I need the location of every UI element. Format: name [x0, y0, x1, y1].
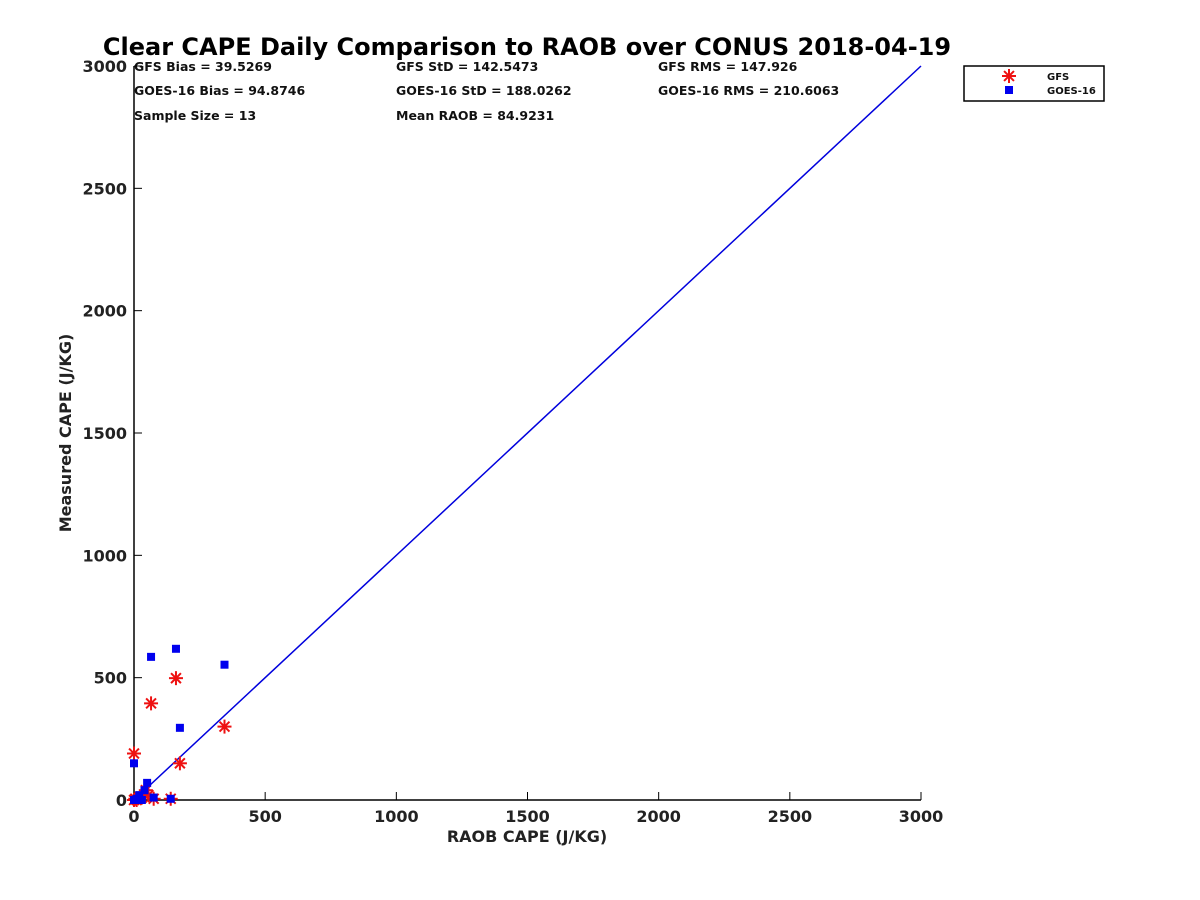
axes: 0 500 1000 1500 2000 2500 3000 0 500 1000 1500 2000… [82, 57, 943, 826]
y-tick-label: 0 [116, 791, 127, 810]
legend: GFS GOES-16 [963, 65, 1105, 102]
x-tick-label: 1500 [505, 807, 550, 826]
legend-label: GOES-16 [1047, 86, 1096, 97]
goes-16-point [171, 644, 180, 653]
gfs-point [127, 746, 141, 761]
stat-gfs-std: GFS StD = 142.5473 [396, 59, 538, 74]
gfs-point [144, 696, 159, 711]
reference-line [133, 65, 922, 801]
goes-16-point [166, 794, 175, 803]
goes-16-point [220, 660, 229, 669]
gfs-point [217, 719, 232, 734]
x-tick-label: 3000 [899, 807, 944, 826]
gfs-point [168, 671, 183, 686]
y-tick-label: 2000 [82, 302, 127, 321]
y-tick-label: 3000 [82, 57, 127, 76]
y-axis-label: Measured CAPE (J/KG) [56, 334, 75, 533]
goes-16-point [175, 723, 184, 732]
x-tick-label: 500 [248, 807, 281, 826]
legend-goes-16-marker [1005, 86, 1013, 94]
stat-goes-bias: GOES-16 Bias = 94.8746 [134, 83, 305, 98]
goes-16-point [147, 652, 156, 661]
goes-16-point [149, 793, 158, 802]
goes-16-point [135, 791, 144, 800]
stat-sample-size: Sample Size = 13 [134, 108, 256, 123]
x-tick-label: 0 [128, 807, 139, 826]
legend-gfs-marker [1002, 69, 1016, 83]
stat-goes-rms: GOES-16 RMS = 210.6063 [658, 83, 839, 98]
goes-16-point [137, 796, 146, 804]
gfs-point [172, 756, 187, 771]
y-tick-label: 1000 [82, 546, 127, 565]
goes-16-point [143, 778, 152, 787]
x-tick-label: 2500 [768, 807, 813, 826]
one-to-one-line [133, 65, 922, 801]
goes-16-point [130, 759, 138, 768]
goes-16-point [140, 786, 149, 795]
legend-box [963, 65, 1105, 102]
x-axis-label: RAOB CAPE (J/KG) [447, 827, 607, 846]
x-tick-label: 2000 [636, 807, 681, 826]
x-tick-label: 1000 [374, 807, 419, 826]
legend-label: GFS [1047, 72, 1069, 83]
y-tick-label: 2500 [82, 179, 127, 198]
stat-gfs-rms: GFS RMS = 147.926 [658, 59, 798, 74]
y-tick-label: 1500 [82, 424, 127, 443]
stat-goes-std: GOES-16 StD = 188.0262 [396, 83, 572, 98]
data-points [127, 644, 232, 807]
stat-mean-raob: Mean RAOB = 84.9231 [396, 108, 554, 123]
y-tick-label: 500 [94, 669, 127, 688]
chart-title: Clear CAPE Daily Comparison to RAOB over… [103, 33, 951, 61]
stats-block: GFS Bias = 39.5269 GFS StD = 142.5473 GF… [134, 59, 839, 123]
stat-gfs-bias: GFS Bias = 39.5269 [134, 59, 272, 74]
series-goes-16 [130, 644, 229, 804]
